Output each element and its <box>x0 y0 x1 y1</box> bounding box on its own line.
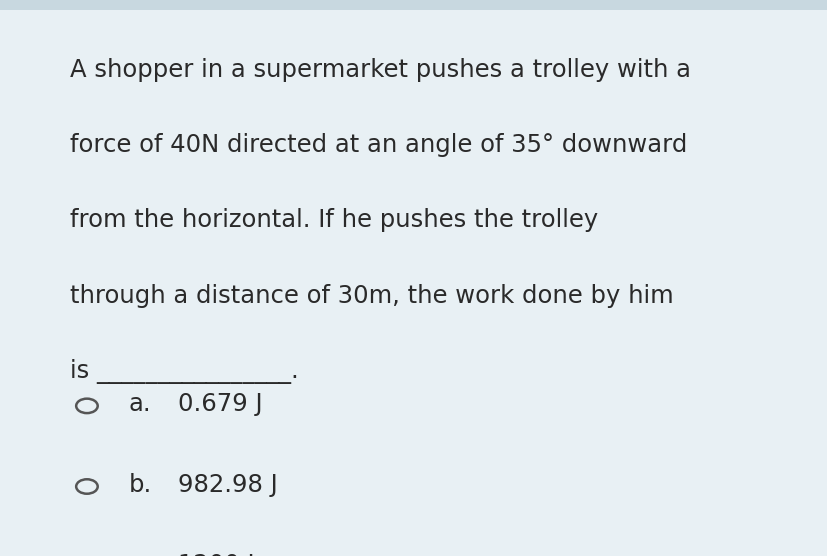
Text: A shopper in a supermarket pushes a trolley with a: A shopper in a supermarket pushes a trol… <box>70 58 691 82</box>
Text: c.: c. <box>128 553 150 556</box>
Text: is ________________.: is ________________. <box>70 359 299 384</box>
Text: a.: a. <box>128 392 151 416</box>
FancyBboxPatch shape <box>0 0 827 10</box>
Text: b.: b. <box>128 473 151 497</box>
Text: force of 40N directed at an angle of 35° downward: force of 40N directed at an angle of 35°… <box>70 133 687 157</box>
Text: through a distance of 30m, the work done by him: through a distance of 30m, the work done… <box>70 284 673 307</box>
Text: from the horizontal. If he pushes the trolley: from the horizontal. If he pushes the tr… <box>70 208 598 232</box>
Text: 1200 J: 1200 J <box>178 553 255 556</box>
Text: 982.98 J: 982.98 J <box>178 473 277 497</box>
Text: 0.679 J: 0.679 J <box>178 392 262 416</box>
